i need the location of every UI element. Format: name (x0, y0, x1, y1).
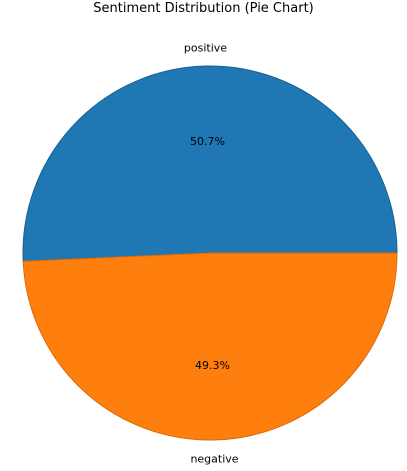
pie-slice-positive (22, 65, 398, 262)
slice-label-negative: negative (190, 453, 238, 466)
slice-label-positive: positive (184, 41, 227, 54)
slice-percent-positive: 50.7% (190, 135, 225, 148)
pie-slice-negative (22, 252, 398, 441)
slice-percent-negative: 49.3% (195, 359, 230, 372)
chart-title: Sentiment Distribution (Pie Chart) (93, 1, 314, 16)
